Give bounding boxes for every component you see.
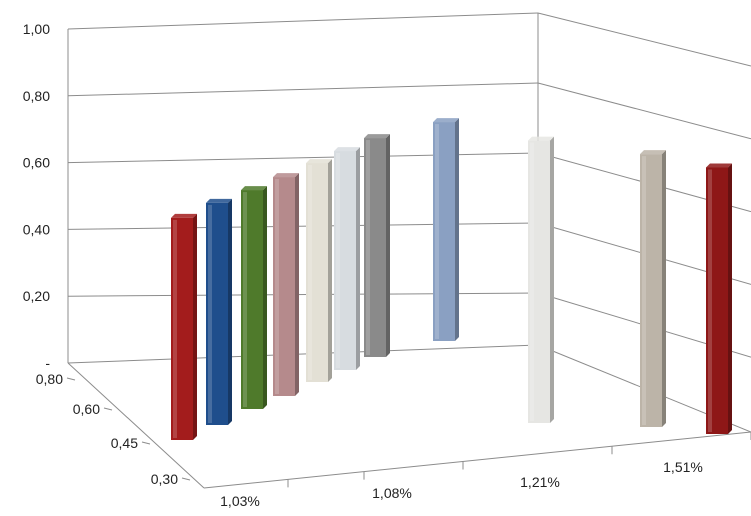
depth-tick-label: 0,45 [111,435,138,451]
bar-side [263,186,267,409]
y-tick-label: - [45,355,50,371]
bar-highlight [173,219,177,438]
bar-side [386,134,390,357]
bar-front [334,151,356,370]
floor-left-edge [67,362,205,489]
bar-top [433,118,459,123]
bar-side [662,150,666,427]
bar-highlight [642,156,646,425]
bar-front [306,163,328,382]
bar-highlight [435,124,439,339]
bar [640,150,666,427]
bar [433,118,459,341]
x-tick-label: 1,03% [220,493,260,509]
bar [273,173,299,396]
gridline-back [67,152,539,164]
bar-top [241,186,267,191]
y-tick-label: 0,80 [23,88,50,104]
bar [364,134,390,357]
bar-front [364,138,386,357]
bar-top [334,147,360,152]
depth-tick-label: 0,30 [151,471,178,487]
bar-side [356,147,360,370]
bar-front [706,167,728,434]
bar-top [273,173,299,178]
bar-highlight [530,142,534,421]
bar-top [364,134,390,139]
bar-highlight [243,192,247,407]
gridline-back [67,222,539,230]
bar-top [206,198,232,203]
bar-top [640,150,666,155]
gridline-side [537,12,751,67]
depth-tick-mark [181,477,191,481]
bar-side [295,173,299,396]
bar-highlight [336,153,340,368]
bar-front [640,154,662,427]
depth-tick-mark [103,407,113,411]
gridline-floor-back [67,344,539,364]
bar-top [171,213,197,218]
bar-front [171,217,193,440]
bar [241,186,267,409]
bar-front [206,202,228,425]
bar-top [706,163,732,168]
bar-highlight [366,140,370,355]
bar-front [433,122,455,341]
bar [528,136,554,423]
bar-top [306,159,332,164]
bar-highlight [275,179,279,394]
gridline-back [67,82,539,97]
bars [171,118,732,440]
y-tick-label: 0,60 [23,155,50,171]
depth-tick-label: 0,80 [36,371,63,387]
bar [334,147,360,370]
bar-highlight [708,169,712,432]
bar-side [328,159,332,382]
depth-tick-mark [66,377,76,381]
floor-front-edge [203,431,751,489]
y-tick-label: 1,00 [23,21,50,37]
bar-side [455,118,459,341]
bar [306,159,332,382]
bar [171,213,197,440]
x-tick-label: 1,21% [520,474,560,490]
bar-side [228,198,232,425]
bar-front [273,177,295,396]
depth-axis-ticks: 0,80 0,60 0,45 0,30 [36,371,191,487]
bar-front [528,140,550,423]
bar [206,198,232,425]
gridline-side [537,82,751,140]
bar-highlight [208,204,212,423]
x-tick-label: 1,51% [663,459,703,475]
x-axis-ticks: 1,03% 1,08% 1,21% 1,51% [220,432,751,509]
y-tick-label: 0,40 [23,221,50,237]
bar-side [193,213,197,440]
bar-highlight [308,165,312,380]
gridline-back [67,12,539,30]
bar-top [528,136,554,141]
depth-tick-label: 0,60 [73,401,100,417]
y-axis-ticks: - 0,20 0,40 0,60 0,80 1,00 [23,21,51,371]
depth-tick-mark [141,441,151,445]
bar-front [241,190,263,409]
y-tick-label: 0,20 [23,288,50,304]
gridline-back [67,292,539,297]
x-tick-label: 1,08% [372,485,412,501]
bar-side [550,136,554,423]
bar [706,163,732,434]
bar-side [728,163,732,434]
